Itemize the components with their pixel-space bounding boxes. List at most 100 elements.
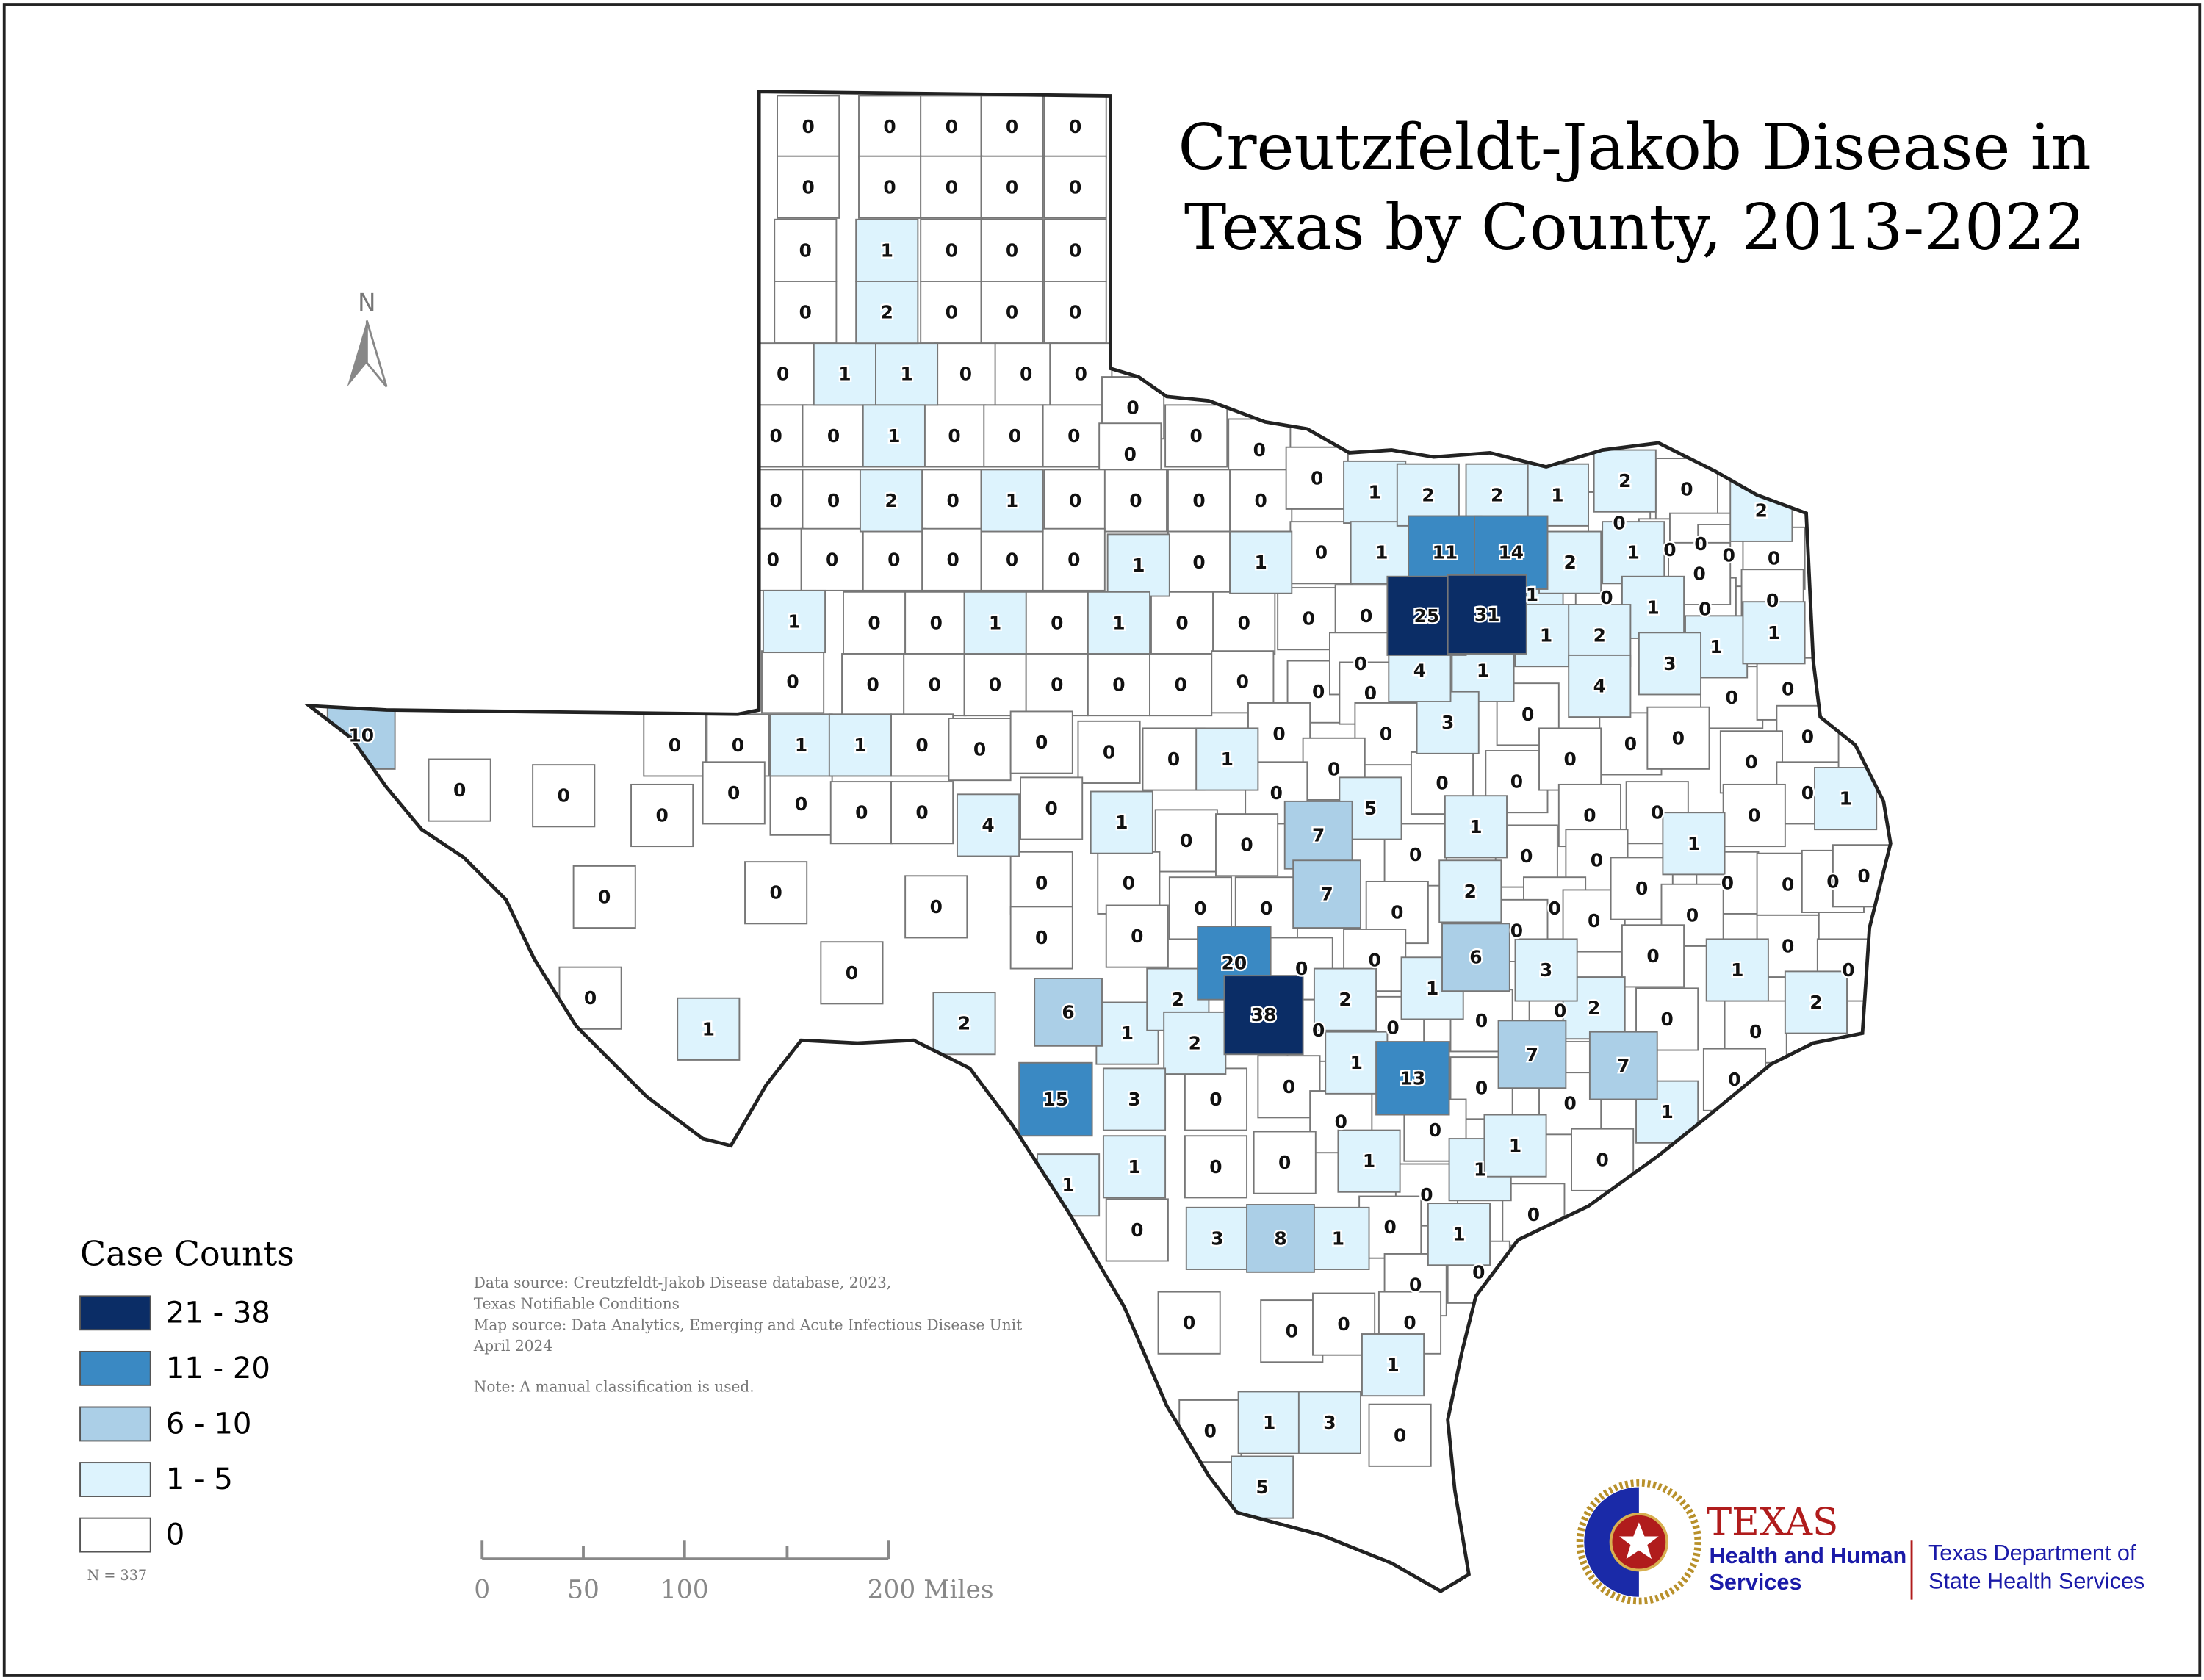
county-polygon	[677, 997, 741, 1061]
county-count-label: 0	[930, 612, 943, 633]
county-count-label: 1	[795, 735, 807, 756]
legend-swatch	[79, 1406, 151, 1442]
county-count-label: 0	[1190, 425, 1203, 447]
county-count-label: 0	[799, 302, 812, 323]
county-polygon	[829, 781, 893, 845]
county-count-label: 0	[802, 116, 814, 137]
county-polygon	[1361, 1333, 1425, 1397]
county-polygon	[1167, 530, 1231, 594]
county-count-label: 0	[1123, 872, 1135, 893]
scale-label-200-miles: 200 Miles	[868, 1576, 994, 1605]
county-count-label: 0	[1174, 674, 1186, 696]
county-polygon	[532, 764, 596, 828]
county-count-label: 0	[1129, 490, 1142, 511]
county-count-label: 1	[1255, 552, 1267, 573]
county-polygon	[1042, 527, 1106, 591]
county-count-label: 0	[946, 116, 958, 137]
county-polygon	[774, 218, 838, 282]
county-polygon	[1343, 460, 1407, 524]
county-count-label: 0	[769, 425, 782, 447]
county-count-label: 0	[598, 886, 611, 907]
county-count-label: 1	[900, 364, 912, 385]
note-map-source: Map source: Data Analytics, Emerging and…	[474, 1316, 1022, 1333]
logo-dshs-line1: Texas Department of	[1928, 1540, 2136, 1565]
county-count-label: 31	[1474, 604, 1500, 625]
county-count-label: 0	[1303, 608, 1315, 630]
county-polygon	[1438, 859, 1502, 923]
legend-label: 11 - 20	[166, 1352, 270, 1385]
county-count-label: 0	[1131, 1219, 1143, 1241]
county-count-label: 0	[1624, 733, 1637, 754]
county-polygon	[702, 761, 766, 825]
county-count-label: 0	[802, 176, 814, 198]
county-polygon	[1043, 95, 1107, 159]
county-count-label: 0	[1253, 439, 1266, 461]
county-polygon	[777, 155, 840, 219]
county-polygon	[1195, 727, 1259, 791]
county-count-label: 0	[930, 896, 943, 917]
county-polygon	[630, 783, 694, 848]
county-polygon	[1102, 1135, 1167, 1199]
county-count-label: 0	[1842, 959, 1854, 981]
county-count-label: 0	[1312, 681, 1325, 702]
county-count-label: 1	[1540, 625, 1552, 646]
county-polygon	[1253, 1131, 1317, 1194]
county-count-label: 0	[1069, 239, 1081, 261]
county-count-label: 0	[1694, 533, 1707, 555]
north-label: N	[358, 289, 375, 317]
county-polygon	[1621, 924, 1685, 988]
county-count-label: 1	[881, 239, 893, 261]
county-polygon	[1427, 1203, 1491, 1266]
county-count-label: 0	[1131, 926, 1143, 947]
county-polygon	[777, 95, 840, 159]
county-count-label: 0	[1646, 945, 1659, 967]
county-polygon	[980, 218, 1044, 282]
county-polygon	[1742, 601, 1806, 665]
county-count-label: 0	[1651, 802, 1663, 823]
county-polygon	[903, 653, 967, 717]
county-polygon	[1184, 1067, 1248, 1131]
county-count-label: 0	[669, 735, 681, 756]
county-count-label: 0	[1295, 958, 1308, 979]
county-count-label: 0	[1857, 865, 1870, 887]
county-polygon	[956, 793, 1020, 857]
county-polygon	[572, 865, 636, 929]
scale-bar	[480, 1540, 890, 1561]
logo-hhs-line1: Health and Human	[1710, 1543, 1907, 1568]
county-count-label: 0	[1745, 751, 1757, 773]
county-count-label: 0	[1613, 513, 1625, 534]
county-count-label: 0	[1782, 678, 1794, 699]
texas-outline	[303, 90, 1893, 1593]
county-count-label: 0	[1075, 364, 1087, 385]
county-layer	[326, 95, 1891, 1519]
county-count-label: 0	[1520, 846, 1533, 867]
county-polygon	[983, 404, 1047, 468]
county-count-label: 0	[1183, 1312, 1195, 1333]
note-date: April 2024	[473, 1337, 552, 1355]
county-count-label: 0	[1394, 1424, 1406, 1446]
county-count-label: 0	[1364, 682, 1377, 704]
county-count-label: 0	[655, 805, 668, 826]
county-polygon	[1009, 710, 1073, 774]
county-count-label: 2	[1339, 989, 1351, 1010]
county-count-label: 0	[1192, 552, 1205, 573]
county-polygon	[1444, 795, 1508, 859]
county-polygon	[904, 591, 968, 655]
legend-title: Case Counts	[80, 1233, 295, 1273]
county-count-label: 1	[1660, 1101, 1673, 1122]
county-polygon	[762, 589, 826, 654]
county-count-label: 0	[795, 793, 807, 815]
county-count-label: 0	[1663, 539, 1676, 560]
county-count-label: 0	[1686, 904, 1699, 926]
county-polygon	[875, 342, 939, 406]
county-count-label: 0	[453, 779, 466, 801]
county-count-label: 0	[1312, 1020, 1325, 1041]
county-count-label: 1	[1452, 1224, 1465, 1245]
county-polygon	[1441, 923, 1510, 992]
county-count-label: 0	[1180, 830, 1192, 851]
county-count-label: 0	[1260, 898, 1272, 919]
county-polygon	[1662, 812, 1726, 876]
county-count-label: 0	[1209, 1089, 1222, 1110]
county-polygon	[843, 591, 907, 655]
scale-label-100: 100	[660, 1576, 709, 1605]
